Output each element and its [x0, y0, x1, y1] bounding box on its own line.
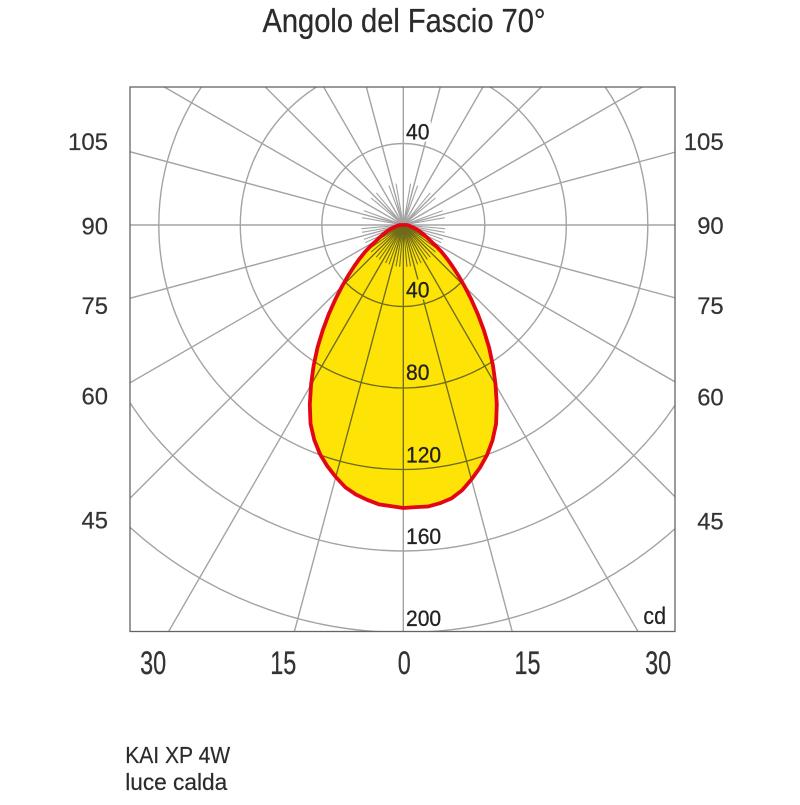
- svg-text:160: 160: [406, 524, 441, 549]
- svg-text:30: 30: [645, 645, 671, 681]
- svg-text:KAI XP 4W: KAI XP 4W: [125, 742, 230, 768]
- svg-text:105: 105: [684, 129, 724, 156]
- svg-text:90: 90: [697, 213, 724, 240]
- svg-text:90: 90: [82, 214, 109, 241]
- svg-text:45: 45: [697, 508, 724, 535]
- svg-text:60: 60: [82, 384, 109, 411]
- svg-text:75: 75: [82, 293, 109, 320]
- svg-text:200: 200: [406, 606, 441, 631]
- svg-text:cd: cd: [643, 603, 666, 630]
- svg-text:120: 120: [406, 442, 441, 467]
- svg-text:40: 40: [406, 120, 429, 145]
- svg-text:15: 15: [270, 645, 296, 681]
- svg-text:Angolo del Fascio 70°: Angolo del Fascio 70°: [263, 2, 546, 39]
- svg-text:luce calda: luce calda: [125, 769, 227, 795]
- svg-text:15: 15: [515, 645, 541, 681]
- svg-text:30: 30: [140, 645, 166, 681]
- svg-text:105: 105: [68, 129, 108, 156]
- svg-text:0: 0: [398, 645, 411, 681]
- svg-text:80: 80: [406, 360, 429, 385]
- svg-text:60: 60: [697, 384, 724, 411]
- svg-text:40: 40: [406, 277, 429, 302]
- svg-text:45: 45: [82, 507, 109, 534]
- svg-text:75: 75: [697, 293, 724, 320]
